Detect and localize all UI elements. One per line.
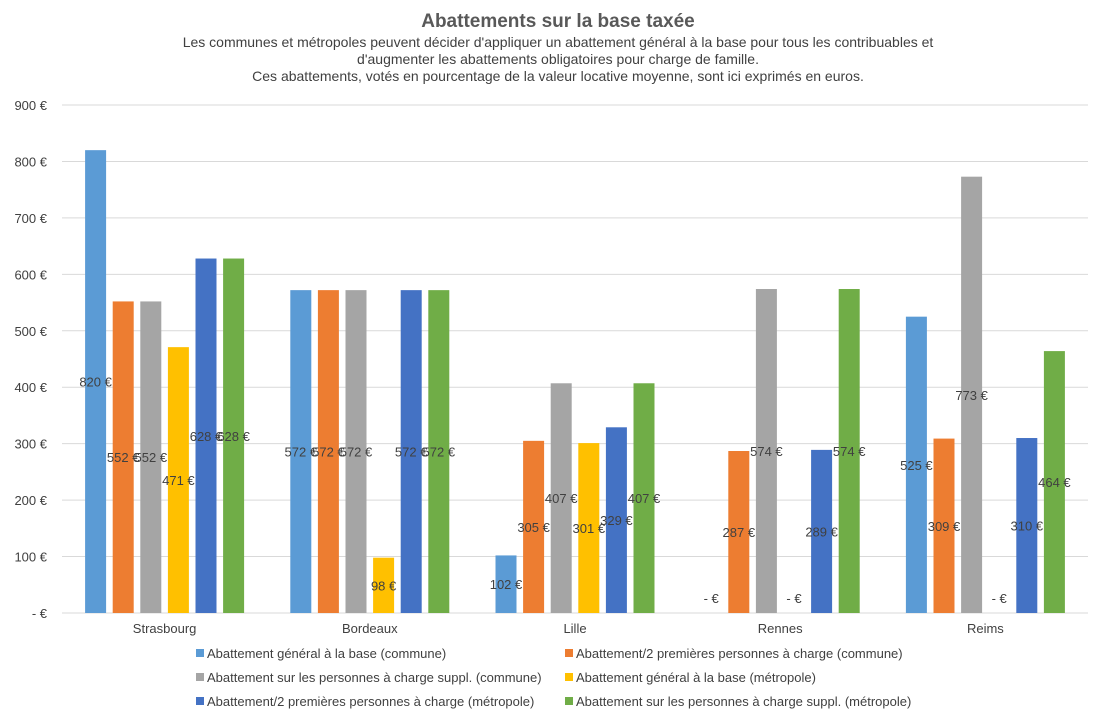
bar <box>550 383 572 613</box>
legend-label: Abattement/2 premières personnes à charg… <box>207 694 534 709</box>
data-labels: 820 €552 €552 €471 €628 €628 €572 €572 €… <box>79 375 1071 606</box>
x-tick-label: Strasbourg <box>133 621 197 636</box>
data-label: 305 € <box>517 520 550 535</box>
legend-swatch <box>196 649 204 657</box>
bar <box>633 383 655 613</box>
bar <box>167 347 189 613</box>
data-label: 471 € <box>162 473 195 488</box>
x-tick-label: Bordeaux <box>342 621 398 636</box>
y-tick-label: 800 € <box>14 154 47 169</box>
legend-swatch <box>565 649 573 657</box>
legend-label: Abattement général à la base (commune) <box>207 646 446 661</box>
legend-label: Abattement sur les personnes à charge su… <box>207 670 542 685</box>
data-label: 102 € <box>490 577 523 592</box>
data-label: 820 € <box>79 375 112 390</box>
data-label: 628 € <box>217 429 250 444</box>
bar <box>838 289 860 613</box>
data-label: 464 € <box>1038 475 1071 490</box>
y-tick-label: 900 € <box>14 98 47 113</box>
chart-subtitle-line-2: d'augmenter les abattements obligatoires… <box>357 51 759 67</box>
data-label: 407 € <box>545 491 578 506</box>
x-tick-label: Reims <box>967 621 1004 636</box>
data-label: 572 € <box>423 445 456 460</box>
bar <box>961 176 983 613</box>
bar <box>317 290 339 613</box>
legend-swatch <box>196 697 204 705</box>
bar <box>195 258 217 613</box>
data-label: 310 € <box>1011 519 1044 534</box>
data-label: 572 € <box>340 445 373 460</box>
data-label: - € <box>992 591 1008 606</box>
data-label: 572 € <box>395 445 428 460</box>
data-label: 574 € <box>750 444 783 459</box>
bar <box>140 301 162 613</box>
bar <box>1016 438 1038 613</box>
chart-title: Abattements sur la base taxée <box>421 11 695 32</box>
data-label: 574 € <box>833 444 866 459</box>
x-axis: Strasbourg Bordeaux Lille Rennes Reims <box>133 621 1005 636</box>
data-label: - € <box>704 591 720 606</box>
data-label: 329 € <box>600 513 633 528</box>
chart-subtitle-line-1: Les communes et métropoles peuvent décid… <box>183 34 934 50</box>
y-tick-label: 600 € <box>14 267 47 282</box>
bar <box>400 290 422 613</box>
legend: Abattement général à la base (commune) Ab… <box>196 646 911 709</box>
data-label: 572 € <box>285 445 318 460</box>
data-label: 628 € <box>190 429 223 444</box>
data-label: 773 € <box>955 388 988 403</box>
y-tick-label: - € <box>32 606 48 621</box>
bar <box>290 290 312 613</box>
legend-label: Abattement général à la base (métropole) <box>576 670 816 685</box>
data-label: 98 € <box>371 578 397 593</box>
y-tick-label: 400 € <box>14 380 47 395</box>
data-label: 552 € <box>107 450 140 465</box>
bars <box>85 150 1065 613</box>
data-label: 301 € <box>573 521 606 536</box>
data-label: 289 € <box>805 524 838 539</box>
legend-label: Abattement/2 premières personnes à charg… <box>576 646 903 661</box>
bar <box>811 449 833 613</box>
bar <box>1043 351 1065 613</box>
y-tick-label: 100 € <box>14 550 47 565</box>
y-tick-label: 700 € <box>14 211 47 226</box>
legend-swatch <box>565 673 573 681</box>
bar <box>933 438 955 613</box>
bar <box>223 258 245 613</box>
data-label: 287 € <box>723 525 756 540</box>
bar <box>85 150 107 613</box>
chart-subtitle-line-3: Ces abattements, votés en pourcentage de… <box>252 68 864 84</box>
bar <box>578 443 600 613</box>
bar <box>428 290 450 613</box>
bar <box>905 316 927 613</box>
bar <box>345 290 367 613</box>
data-label: 552 € <box>135 450 168 465</box>
x-tick-label: Lille <box>563 621 586 636</box>
data-label: 572 € <box>312 445 345 460</box>
bar <box>728 451 750 613</box>
bar <box>755 289 777 613</box>
bar <box>523 440 545 613</box>
x-tick-label: Rennes <box>758 621 803 636</box>
bar <box>495 555 517 613</box>
y-tick-label: 500 € <box>14 324 47 339</box>
legend-swatch <box>565 697 573 705</box>
bar <box>605 427 627 613</box>
data-label: 525 € <box>900 458 933 473</box>
data-label: 407 € <box>628 491 661 506</box>
data-label: - € <box>786 591 802 606</box>
legend-swatch <box>196 673 204 681</box>
legend-label: Abattement sur les personnes à charge su… <box>576 694 911 709</box>
y-tick-label: 200 € <box>14 493 47 508</box>
bar <box>112 301 134 613</box>
y-axis: - € 100 € 200 € 300 € 400 € 500 € 600 € 700 € 80… <box>14 98 47 621</box>
bar <box>373 557 395 613</box>
y-tick-label: 300 € <box>14 437 47 452</box>
data-label: 309 € <box>928 519 961 534</box>
